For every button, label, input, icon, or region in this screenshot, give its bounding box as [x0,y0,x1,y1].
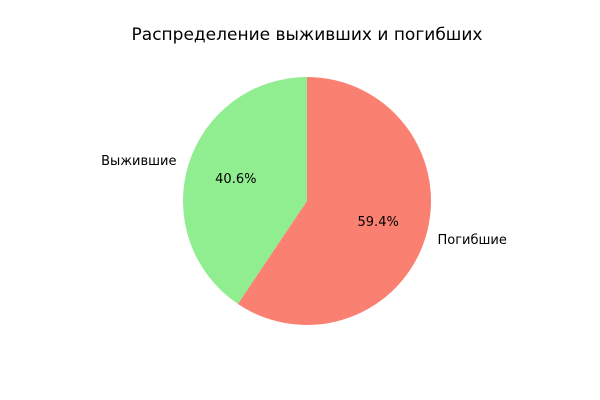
pie-labels: Выжившие 40.6% Погибшие 59.4% [101,154,507,248]
slice-label-0: Выжившие [101,154,176,169]
pie-slice-1 [237,77,431,325]
slice-percent-1: 59.4% [358,215,399,230]
pie-slices [183,77,431,325]
pie-slice-0 [183,77,307,304]
slice-percent-0: 40.6% [215,172,256,187]
chart-title: Распределение выживших и погибших [132,25,483,45]
slice-label-1: Погибшие [437,233,506,248]
